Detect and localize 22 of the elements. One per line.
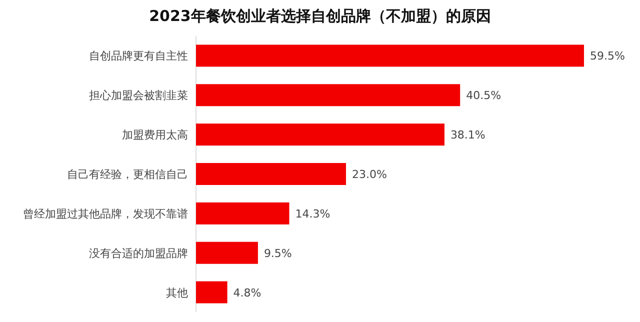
bar: [196, 202, 290, 224]
bar: [196, 242, 258, 264]
bar: [196, 281, 228, 304]
data-label: 14.3%: [295, 207, 330, 220]
y-tick-label: 没有合适的加盟品牌: [89, 246, 188, 260]
chart-title: 2023年餐饮创业者选择自创品牌（不加盟）的原因: [149, 7, 491, 25]
y-tick-label: 其他: [166, 286, 188, 300]
bar: [196, 44, 584, 67]
y-tick-label: 自创品牌更有自主性: [89, 50, 188, 63]
y-tick-label: 曾经加盟过其他品牌，发现不靠谱: [23, 207, 188, 220]
data-label: 4.8%: [233, 286, 262, 300]
y-tick-label: 加盟费用太高: [122, 128, 188, 142]
bar: [196, 84, 460, 106]
data-label: 59.5%: [590, 50, 625, 63]
data-label: 9.5%: [264, 246, 292, 260]
data-label: 23.0%: [352, 168, 387, 181]
y-tick-label: 自己有经验，更相信自己: [67, 168, 188, 181]
bar: [196, 163, 346, 185]
data-label: 40.5%: [466, 89, 502, 102]
y-tick-label: 担心加盟会被割韭菜: [89, 89, 188, 102]
bar: [196, 124, 444, 146]
data-label: 38.1%: [450, 128, 486, 142]
